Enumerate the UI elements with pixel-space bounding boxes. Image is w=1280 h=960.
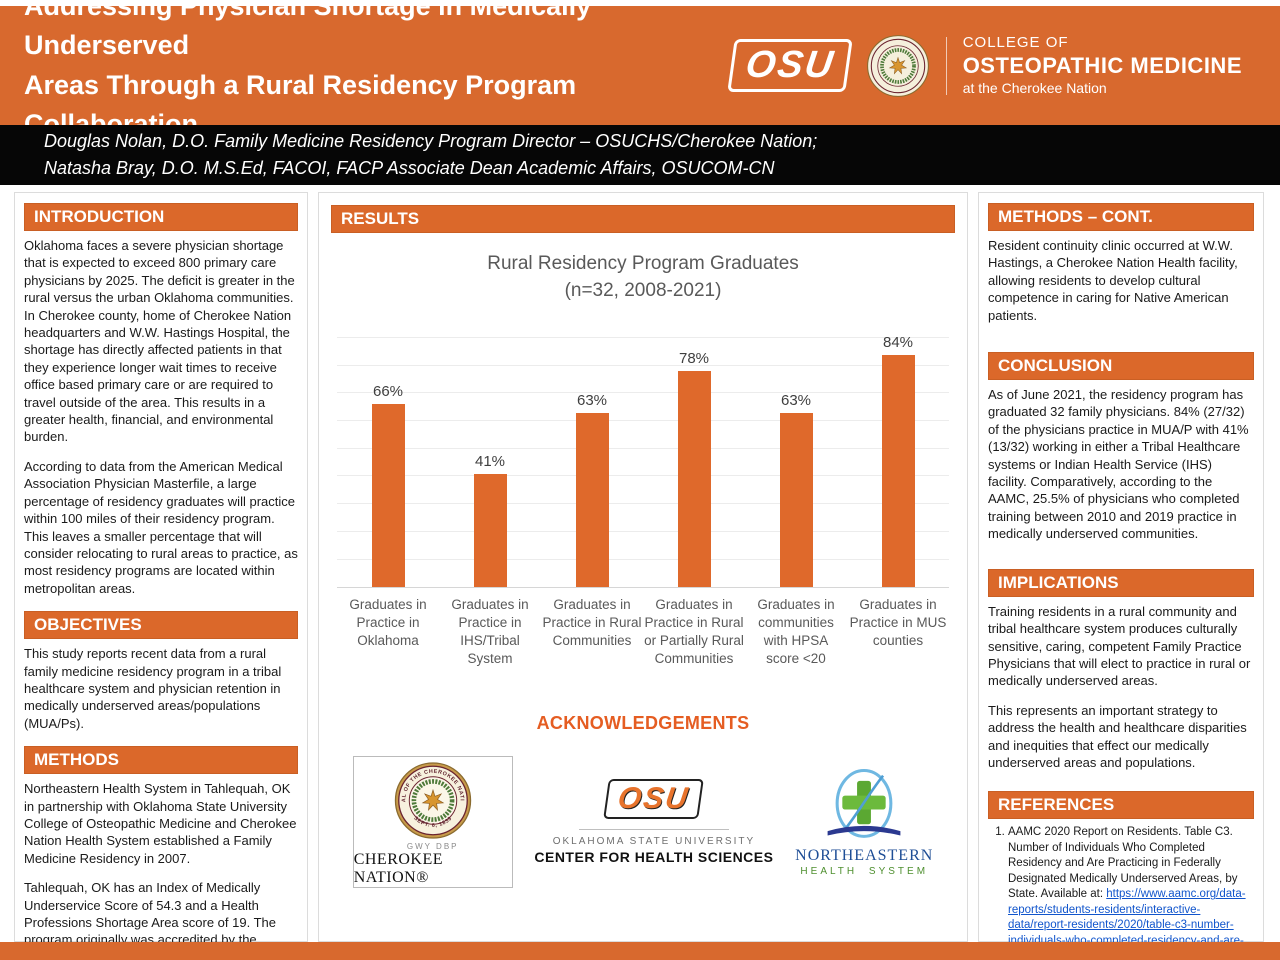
references-heading: REFERENCES: [988, 791, 1254, 820]
category-label: Graduates in Practice in IHS/Tribal Syst…: [451, 597, 529, 666]
introduction-section: INTRODUCTION Oklahoma faces a severe phy…: [24, 203, 298, 597]
implications-paragraph-2: This represents an important strategy to…: [988, 702, 1247, 770]
bar-value-label: 78%: [678, 350, 710, 368]
bar-value-label: 84%: [882, 333, 914, 351]
introduction-paragraph-2: According to data from the American Medi…: [24, 458, 298, 596]
objectives-section: OBJECTIVES This study reports recent dat…: [24, 611, 298, 732]
methods-paragraph-1: Northeastern Health System in Tahlequah,…: [24, 781, 297, 866]
chart-bar: [473, 473, 507, 588]
cherokee-nation-wordmark: CHEROKEE NATION®: [353, 851, 444, 887]
chart-bar: [677, 371, 711, 588]
bar-group: 63%: [745, 310, 847, 588]
methods-cont-paragraph: Resident continuity clinic occurred at W…: [988, 238, 1238, 323]
nhs-cross-icon: [827, 769, 901, 839]
chart-gridlines: [337, 310, 949, 587]
college-line-2: OSTEOPATHIC MEDICINE: [962, 53, 1242, 79]
references-section: REFERENCES AAMC 2020 Report on Residents…: [988, 791, 1254, 960]
category-label: Graduates in Practice in MUS counties: [849, 597, 947, 648]
implications-paragraph-1: Training residents in a rural community …: [988, 603, 1251, 689]
bar-group: 41%: [439, 310, 541, 588]
category-label: Graduates in Practice in Rural Communiti…: [542, 597, 642, 648]
chart-bar: [881, 354, 915, 588]
bar-chart: 66% 41% 63% 78%: [337, 310, 949, 667]
chart-bar: [779, 412, 813, 588]
conclusion-heading: CONCLUSION: [988, 352, 1254, 381]
college-wordmark: COLLEGE OF OSTEOPATHIC MEDICINE at the C…: [963, 34, 1242, 98]
osu-chs-university-text: OKLAHOMA STATE UNIVERSITY: [552, 836, 756, 848]
conclusion-section: CONCLUSION As of June 2021, the residenc…: [988, 352, 1254, 543]
footer-band: [0, 942, 1280, 960]
right-column: METHODS – CONT. Resident continuity clin…: [978, 192, 1264, 960]
implications-heading: IMPLICATIONS: [988, 568, 1254, 597]
cherokee-nation-logo: SEAL OF THE CHEROKEE NATION SEPT. 6, 183…: [352, 756, 513, 889]
introduction-paragraph-1: Oklahoma faces a severe physician shorta…: [24, 238, 295, 445]
title-line-1: Addressing Physician Shortage in Medical…: [24, 0, 592, 61]
bar-group: 78%: [643, 310, 745, 588]
cherokee-nation-seal-large-icon: SEAL OF THE CHEROKEE NATION SEPT. 6, 183…: [391, 761, 471, 840]
reference-item: AAMC 2020 Report on Residents. Table C3.…: [1008, 825, 1254, 960]
chart-bar: [575, 412, 609, 588]
bar-group: 66%: [337, 310, 439, 588]
osu-chs-center-text: CENTER FOR HEALTH SCIENCES: [534, 849, 774, 866]
northeastern-health-system-logo: NORTHEASTERN HEALTH SYSTEM: [795, 767, 933, 877]
methods-heading: METHODS: [24, 746, 298, 775]
category-label: Graduates in Practice in Oklahoma: [349, 597, 427, 648]
author-line-1: Douglas Nolan, D.O. Family Medicine Resi…: [44, 131, 818, 151]
conclusion-paragraph: As of June 2021, the residency program h…: [988, 387, 1249, 542]
bar-group: 84%: [847, 310, 949, 588]
college-line-3: at the Cherokee Nation: [962, 79, 1107, 96]
chart-plot: 66% 41% 63% 78%: [337, 310, 949, 589]
chart-category-labels: Graduates in Practice in Oklahoma Gradua…: [337, 596, 949, 667]
objectives-heading: OBJECTIVES: [24, 611, 298, 640]
methods-cont-heading: METHODS – CONT.: [988, 203, 1254, 231]
osu-brand-icon: OSU: [603, 779, 705, 820]
category-label: Graduates in communities with HPSA score…: [757, 597, 835, 666]
header-logos: OSU COLLEGE OF OSTEOPATHIC MEDICINE at t…: [727, 34, 1280, 98]
references-list: AAMC 2020 Report on Residents. Table C3.…: [988, 825, 1254, 960]
header-band: Addressing Physician Shortage in Medical…: [0, 0, 1280, 139]
chart-bars: 66% 41% 63% 78%: [337, 310, 949, 588]
implications-section: IMPLICATIONS Training residents in a rur…: [988, 568, 1254, 772]
results-heading: RESULTS: [331, 205, 955, 233]
poster-title: Addressing Physician Shortage in Medical…: [0, 0, 720, 144]
chart-title: Rural Residency Program Graduates: [487, 253, 799, 274]
cherokee-nation-seal-icon: [866, 34, 929, 97]
nhs-subtitle-text: HEALTH SYSTEM: [800, 866, 929, 878]
osu-logo-icon: OSU: [727, 39, 854, 92]
nhs-name-text: NORTHEASTERN: [795, 847, 934, 865]
header-divider: [945, 36, 947, 95]
bar-group: 63%: [541, 310, 643, 588]
author-line-2: Natasha Bray, D.O. M.S.Ed, FACOI, FACP A…: [44, 158, 775, 178]
methods-section: METHODS Northeastern Health System in Ta…: [24, 746, 298, 960]
bar-value-label: 63%: [576, 391, 608, 409]
reference-text: AAMC 2020 Report on Residents. Table C3.…: [1008, 826, 1238, 901]
author-band: Douglas Nolan, D.O. Family Medicine Resi…: [0, 125, 1280, 185]
chart-title-block: Rural Residency Program Graduates (n=32,…: [331, 251, 955, 304]
osu-chs-logo: OSU OKLAHOMA STATE UNIVERSITY CENTER FOR…: [534, 779, 773, 865]
chart-bar: [371, 404, 405, 588]
introduction-heading: INTRODUCTION: [24, 203, 298, 231]
cherokee-syllabary-text: GWY DBP: [406, 842, 459, 852]
methods-cont-section: METHODS – CONT. Resident continuity clin…: [988, 203, 1254, 324]
left-column: INTRODUCTION Oklahoma faces a severe phy…: [14, 192, 308, 960]
acknowledgements-heading: ACKNOWLEDGEMENTS: [536, 713, 750, 734]
chart-subtitle: (n=32, 2008-2021): [564, 279, 722, 301]
bar-value-label: 63%: [780, 391, 812, 409]
bar-value-label: 66%: [372, 383, 404, 401]
objectives-paragraph: This study reports recent data from a ru…: [24, 646, 282, 731]
bar-value-label: 41%: [474, 452, 506, 470]
osu-chs-divider: [578, 829, 729, 831]
middle-column: RESULTS Rural Residency Program Graduate…: [318, 192, 968, 942]
acknowledgement-logos: SEAL OF THE CHEROKEE NATION SEPT. 6, 183…: [331, 756, 955, 889]
title-line-2: Areas Through a Rural Residency Program …: [24, 69, 577, 139]
category-label: Graduates in Practice in Rural or Partia…: [644, 597, 744, 666]
college-line-1: COLLEGE OF: [962, 33, 1069, 51]
